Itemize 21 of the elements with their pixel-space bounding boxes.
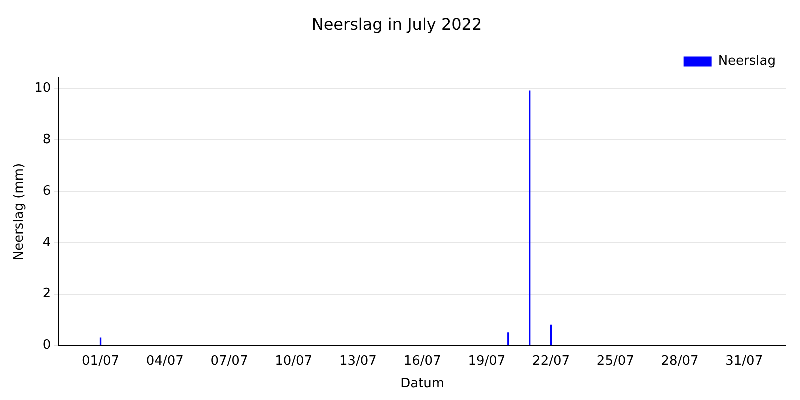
y-tick-label: 2 xyxy=(42,286,52,302)
y-tick-label: 6 xyxy=(42,184,52,199)
y-tick-label: 4 xyxy=(42,235,52,250)
y-tick-label: 10 xyxy=(34,80,52,96)
x-axis-title: Datum xyxy=(400,376,445,392)
x-tick-label: 31/07 xyxy=(726,354,764,369)
x-tick-label: 13/07 xyxy=(339,354,377,369)
x-tick-label: 07/07 xyxy=(210,354,248,369)
x-tick-label: 01/07 xyxy=(82,354,120,369)
x-tick-label: 10/07 xyxy=(275,354,313,369)
legend-label: Neerslag xyxy=(718,54,776,70)
y-axis-title: Neerslag (mm) xyxy=(12,163,28,261)
x-tick-label: 16/07 xyxy=(404,354,442,369)
y-tick-label: 0 xyxy=(42,338,52,354)
x-tick-label: 19/07 xyxy=(468,354,506,369)
x-tick-label: 25/07 xyxy=(596,354,634,369)
chart-title: Neerslag in July 2022 xyxy=(312,14,482,34)
y-tick-label: 8 xyxy=(42,132,52,148)
x-tick-label: 22/07 xyxy=(532,354,570,369)
x-tick-label: 04/07 xyxy=(146,354,184,369)
x-tick-label: 28/07 xyxy=(661,354,699,369)
